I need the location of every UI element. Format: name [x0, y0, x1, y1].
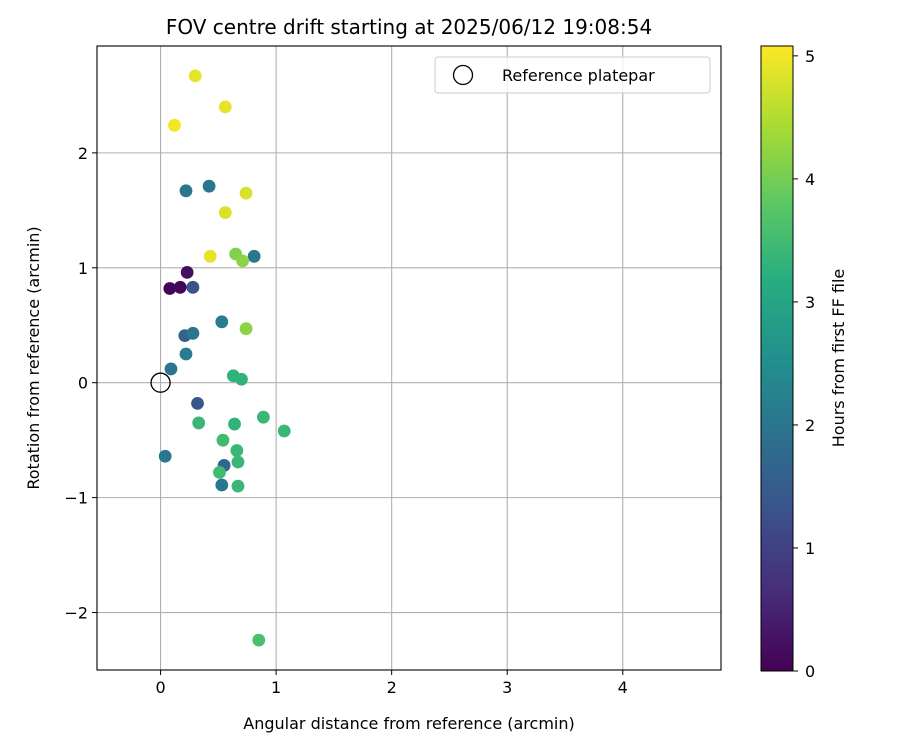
x-tick-label-1: 1 — [271, 678, 281, 697]
y-tick-label-3: 1 — [78, 259, 88, 278]
colorbar-tick-label-3: 3 — [805, 293, 815, 312]
y-tick-label-0: −2 — [64, 604, 88, 623]
y-tick-label-1: −1 — [64, 489, 88, 508]
legend-marker — [452, 64, 474, 86]
legend-entry-reference: Reference platepar — [502, 66, 655, 85]
colorbar-tick-label-0: 0 — [805, 662, 815, 681]
data-point-12 — [215, 315, 229, 329]
colorbar-gradient — [760, 45, 794, 672]
data-point-33 — [168, 118, 181, 132]
data-point-2 — [180, 265, 194, 279]
data-point-32 — [218, 100, 232, 114]
data-point-25 — [213, 465, 226, 479]
colorbar-tick-label-4: 4 — [805, 170, 815, 189]
chart-title: FOV centre drift starting at 2025/06/12 … — [166, 15, 652, 39]
data-point-35 — [218, 206, 232, 220]
legend: Reference platepar — [434, 56, 711, 94]
data-point-8 — [191, 396, 204, 410]
data-point-9 — [179, 184, 193, 198]
x-axis-label: Angular distance from reference (arcmin) — [243, 714, 574, 733]
data-point-17 — [235, 372, 248, 386]
data-point-26 — [231, 479, 245, 493]
data-point-19 — [228, 417, 241, 431]
data-point-7 — [164, 362, 178, 376]
data-point-13 — [158, 449, 172, 463]
data-point-27 — [252, 633, 266, 647]
data-point-21 — [277, 424, 291, 438]
grid-lines — [97, 46, 721, 670]
data-point-0 — [163, 282, 177, 295]
x-tick-label-2: 2 — [387, 678, 397, 697]
data-point-6 — [179, 347, 193, 361]
colorbar-tick-label-5: 5 — [805, 47, 815, 66]
data-point-24 — [231, 455, 245, 469]
legend-box — [434, 56, 711, 94]
data-point-10 — [202, 179, 216, 193]
y-tick-label-4: 2 — [78, 144, 88, 163]
colorbar-label: Hours from first FF file — [829, 269, 848, 448]
reference-platepar-marker — [150, 372, 171, 393]
colorbar-ticks: 0 1 2 3 4 5 — [793, 47, 815, 681]
data-point-15 — [215, 478, 229, 492]
data-point-23 — [230, 444, 244, 457]
colorbar: 0 1 2 3 4 5 Hours from first FF file — [760, 45, 848, 681]
x-tick-label-0: 0 — [155, 678, 165, 697]
data-point-20 — [257, 410, 270, 424]
data-point-1 — [173, 280, 187, 294]
data-points — [158, 69, 291, 647]
data-point-11 — [247, 249, 261, 263]
colorbar-tick-label-2: 2 — [805, 416, 815, 435]
x-tick-label-4: 4 — [618, 678, 628, 697]
data-point-3 — [186, 280, 200, 294]
data-point-28 — [239, 322, 253, 336]
data-point-36 — [203, 249, 217, 263]
data-point-5 — [186, 326, 200, 340]
y-axis-ticks: −2 −1 0 1 2 — [64, 144, 97, 623]
y-axis-label: Rotation from reference (arcmin) — [24, 226, 43, 489]
x-tick-label-3: 3 — [502, 678, 512, 697]
y-tick-label-2: 0 — [78, 374, 88, 393]
data-point-31 — [188, 69, 202, 83]
data-point-22 — [216, 433, 230, 447]
data-point-30 — [236, 254, 250, 268]
data-point-18 — [192, 416, 206, 430]
data-point-34 — [239, 186, 253, 200]
x-axis-ticks: 0 1 2 3 4 — [155, 670, 628, 697]
colorbar-tick-label-1: 1 — [805, 539, 815, 558]
plot-frame — [96, 45, 722, 671]
